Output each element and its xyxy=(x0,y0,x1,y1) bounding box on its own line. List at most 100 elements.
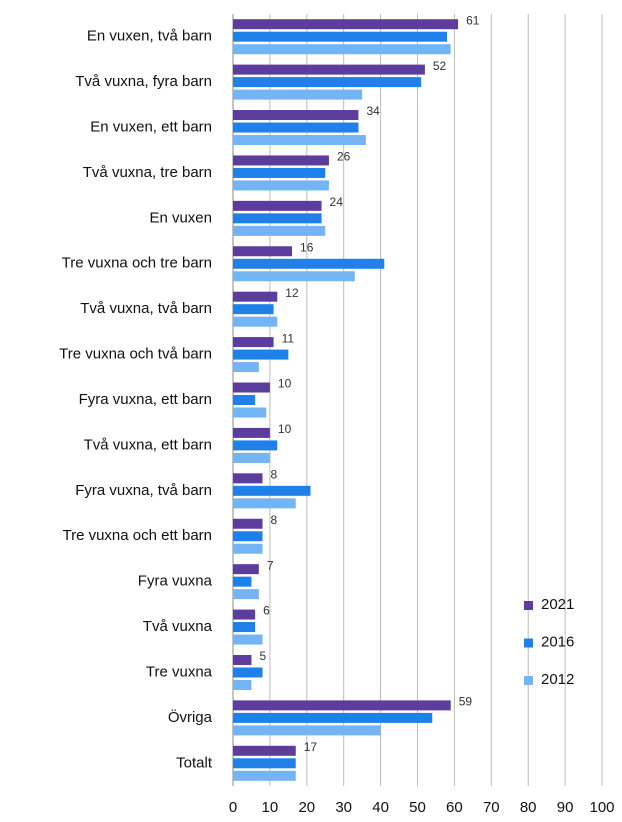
bar xyxy=(233,382,270,393)
bar xyxy=(233,19,459,30)
bar xyxy=(233,725,381,736)
data-label: 34 xyxy=(366,104,380,118)
bar xyxy=(233,498,296,509)
y-tick-label: Fyra vuxna, två barn xyxy=(75,482,212,499)
bar xyxy=(233,258,385,269)
bar xyxy=(233,473,263,484)
y-tick-label: Totalt xyxy=(176,754,213,771)
bar xyxy=(233,31,448,42)
data-label: 12 xyxy=(285,286,299,300)
x-tick-label: 80 xyxy=(520,799,537,816)
bar xyxy=(233,452,270,463)
x-tick-label: 30 xyxy=(335,799,352,816)
data-label: 7 xyxy=(267,558,274,572)
legend-swatch xyxy=(524,601,533,610)
bar xyxy=(233,770,296,781)
data-label: 17 xyxy=(304,740,318,754)
y-tick-label: En vuxen xyxy=(149,209,212,226)
y-tick-label: En vuxen, ett barn xyxy=(90,118,212,135)
bar xyxy=(233,180,329,191)
bar xyxy=(233,634,263,645)
bar xyxy=(233,200,322,211)
x-tick-label: 70 xyxy=(483,799,500,816)
bar xyxy=(233,291,278,302)
bar xyxy=(233,337,274,348)
bar xyxy=(233,543,263,554)
y-tick-label: Två vuxna, tre barn xyxy=(83,164,212,181)
x-tick-label: 10 xyxy=(262,799,279,816)
y-tick-label: Två vuxna, fyra barn xyxy=(75,73,212,90)
bar xyxy=(233,271,355,282)
bar xyxy=(233,362,259,373)
bar xyxy=(233,745,296,756)
bar xyxy=(233,440,278,451)
bar xyxy=(233,316,278,327)
bar xyxy=(233,135,366,146)
bar xyxy=(233,304,274,315)
bar xyxy=(233,712,433,723)
bar xyxy=(233,155,329,166)
x-tick-label: 20 xyxy=(298,799,315,816)
legend-label: 2021 xyxy=(541,596,574,613)
y-tick-label: Fyra vuxna xyxy=(138,573,213,590)
data-label: 8 xyxy=(271,467,278,481)
bar xyxy=(233,518,263,529)
data-label: 8 xyxy=(271,513,278,527)
y-tick-label: Tre vuxna xyxy=(146,663,213,680)
bar xyxy=(233,654,252,665)
bar xyxy=(233,564,259,575)
data-label: 10 xyxy=(278,422,292,436)
bar xyxy=(233,589,259,600)
data-label: 26 xyxy=(337,150,351,164)
bar xyxy=(233,225,326,236)
bar xyxy=(233,44,451,55)
bar xyxy=(233,395,256,405)
y-tick-label: En vuxen, två barn xyxy=(87,28,212,45)
bar xyxy=(233,167,326,178)
legend-label: 2016 xyxy=(541,633,574,650)
bar xyxy=(233,122,359,133)
x-tick-label: 40 xyxy=(372,799,389,816)
data-label: 59 xyxy=(459,695,473,709)
data-label: 5 xyxy=(259,649,266,663)
y-tick-label: Fyra vuxna, ett barn xyxy=(79,391,212,408)
bar xyxy=(233,758,296,769)
bar xyxy=(233,427,270,438)
data-label: 61 xyxy=(466,13,480,27)
data-label: 11 xyxy=(282,331,295,345)
y-tick-label: Tre vuxna och ett barn xyxy=(62,527,212,544)
x-tick-label: 0 xyxy=(229,799,237,816)
legend-swatch xyxy=(524,676,533,685)
data-label: 24 xyxy=(330,195,344,209)
bar xyxy=(233,622,256,633)
bar xyxy=(233,246,293,257)
y-tick-label: Övriga xyxy=(168,708,213,726)
bar xyxy=(233,531,263,542)
bar xyxy=(233,609,256,620)
bar xyxy=(233,349,289,360)
legend-swatch xyxy=(524,638,533,648)
data-label: 6 xyxy=(263,604,270,618)
y-tick-label: Två vuxna, ett barn xyxy=(84,436,212,453)
y-tick-label: Två vuxna, två barn xyxy=(80,300,212,317)
data-label: 52 xyxy=(433,59,447,73)
bar xyxy=(233,485,311,496)
y-tick-label: Tre vuxna och två barn xyxy=(59,346,212,363)
x-tick-label: 60 xyxy=(446,799,463,816)
y-tick-label: Två vuxna xyxy=(143,618,213,635)
bar xyxy=(233,77,422,88)
bar xyxy=(233,110,359,121)
bar xyxy=(233,576,252,587)
y-tick-label: Tre vuxna och tre barn xyxy=(62,255,212,272)
bar xyxy=(233,407,267,418)
data-label: 16 xyxy=(300,240,314,254)
x-tick-label: 50 xyxy=(409,799,426,816)
bar xyxy=(233,679,252,690)
legend-label: 2012 xyxy=(541,671,574,688)
x-tick-label: 100 xyxy=(589,799,614,816)
bar xyxy=(233,89,363,100)
bar xyxy=(233,213,322,224)
bar xyxy=(233,667,263,678)
data-label: 10 xyxy=(278,377,292,391)
